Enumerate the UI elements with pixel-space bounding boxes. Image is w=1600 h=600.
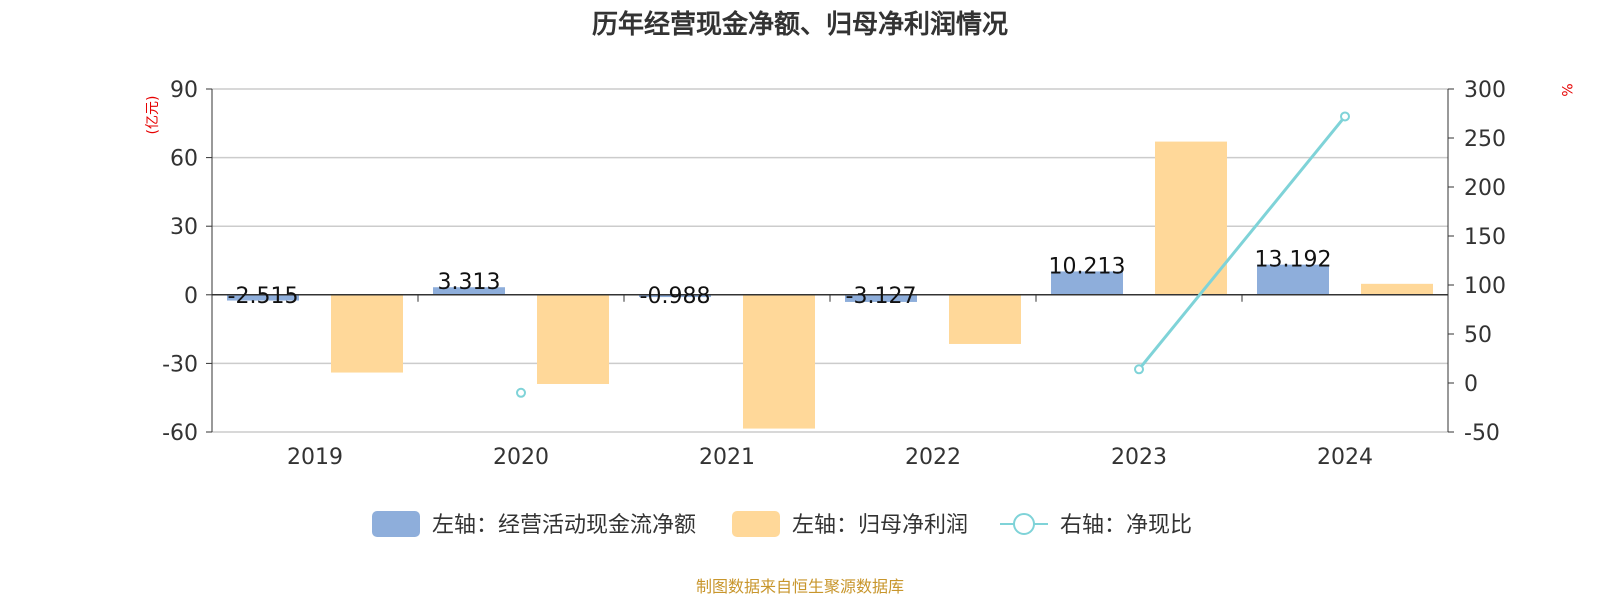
net-profit-bar: [949, 294, 1021, 344]
category-label: 2024: [1317, 445, 1373, 470]
net-profit-bar: [331, 294, 403, 373]
right-tick-label: 50: [1464, 323, 1492, 348]
legend: 左轴：经营活动现金流净额 左轴：归母净利润 右轴：净现比: [372, 511, 1192, 538]
legend-label: 右轴：净现比: [1060, 513, 1192, 538]
net-profit-bar: [743, 294, 815, 429]
right-tick-label: 100: [1464, 274, 1506, 299]
cashflow-data-label: 10.213: [1049, 254, 1126, 279]
cashflow-data-label: -2.515: [228, 284, 299, 309]
category-label: 2022: [905, 445, 961, 470]
cashflow-data-label: -3.127: [846, 284, 917, 309]
ratio-point: [1340, 111, 1350, 122]
left-tick-label: 30: [170, 215, 198, 240]
right-axis-unit: %: [1558, 83, 1574, 96]
left-axis-unit: (亿元): [145, 96, 161, 135]
right-tick-label: 300: [1464, 78, 1506, 103]
category-label: 2023: [1111, 445, 1167, 470]
category-label: 2020: [493, 445, 549, 470]
legend-swatch-cashflow: [372, 511, 420, 537]
cashflow-bar: [639, 294, 711, 298]
ratio-line-group: [516, 111, 1350, 398]
left-tick-label: 90: [170, 78, 198, 103]
cashflow-data-label: 13.192: [1255, 248, 1332, 273]
bars-group: [227, 141, 1433, 429]
right-tick-label: 150: [1464, 225, 1506, 250]
legend-label: 左轴：经营活动现金流净额: [432, 513, 696, 538]
category-label: 2019: [287, 445, 343, 470]
net-profit-bar: [1155, 141, 1227, 295]
net-profit-bar: [537, 294, 609, 384]
legend-swatch-net-profit: [732, 511, 780, 537]
net-profit-bar: [1361, 283, 1433, 295]
left-tick-label: 0: [184, 284, 198, 309]
chart-title: 历年经营现金净额、归母净利润情况: [592, 9, 1008, 40]
cashflow-bar: [1051, 271, 1123, 295]
right-tick-label: 0: [1464, 372, 1478, 397]
legend-swatch-ratio-point: [1013, 513, 1035, 535]
grid-lines: [212, 88, 1448, 433]
ratio-line-segment: [1137, 115, 1347, 371]
category-label: 2021: [699, 445, 755, 470]
cashflow-bar: [1257, 264, 1329, 295]
cashflow-bar: [433, 287, 505, 295]
ratio-point: [1134, 364, 1144, 375]
left-tick-label: 60: [170, 147, 198, 172]
left-tick-label: -60: [162, 421, 198, 446]
data-labels-group: -2.515 3.313 -0.988 -3.127 10.213 13.192: [228, 248, 1332, 309]
cashflow-bar: [845, 294, 917, 302]
left-tick-label: -30: [162, 352, 198, 377]
source-note: 制图数据来自恒生聚源数据库: [696, 577, 904, 596]
cashflow-bar: [227, 294, 299, 301]
right-tick-label: 250: [1464, 127, 1506, 152]
ratio-point: [516, 387, 526, 398]
cashflow-data-label: -0.988: [640, 284, 711, 309]
cashflow-data-label: 3.313: [438, 270, 501, 295]
legend-label: 左轴：归母净利润: [792, 513, 968, 538]
right-tick-label: -50: [1464, 421, 1500, 446]
right-tick-label: 200: [1464, 176, 1506, 201]
